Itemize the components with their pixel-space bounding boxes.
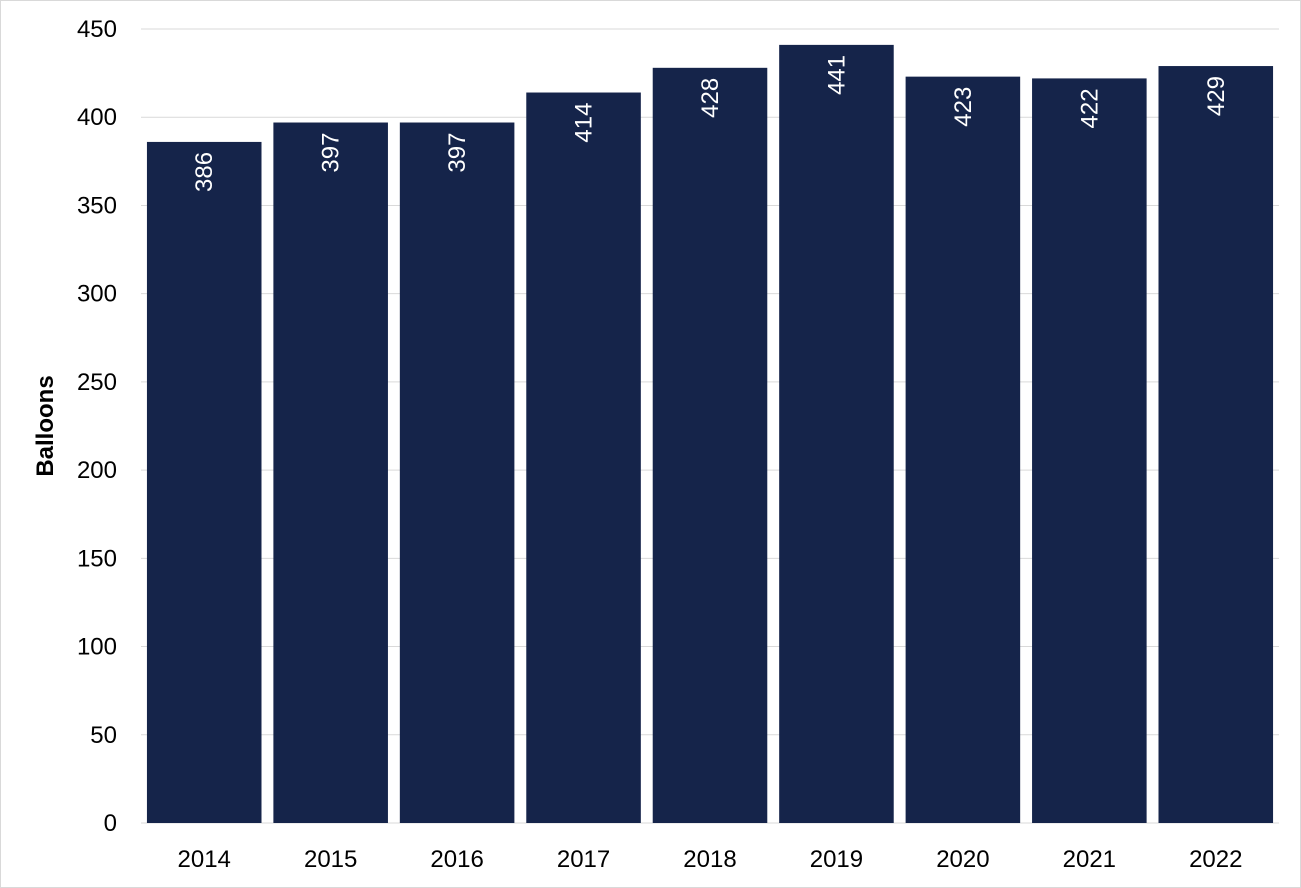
bar-2014 <box>146 141 262 823</box>
data-label-2017: 414 <box>571 103 598 143</box>
x-tick-label: 2022 <box>1189 846 1242 873</box>
y-axis-title: Balloons <box>32 375 59 476</box>
bar-2021 <box>1032 78 1147 824</box>
x-tick-label: 2018 <box>683 846 736 873</box>
data-label-2021: 422 <box>1076 88 1103 128</box>
bar-2020 <box>905 76 1021 823</box>
y-tick-label: 0 <box>104 810 117 837</box>
data-label-2022: 429 <box>1203 76 1230 116</box>
data-label-2015: 397 <box>318 133 345 173</box>
data-label-2016: 397 <box>444 133 471 173</box>
data-label-2014: 386 <box>191 152 218 192</box>
x-tick-label: 2014 <box>178 846 231 873</box>
y-axis-tick-labels: 0 50 100 150 200 250 300 350 400 450 <box>77 16 117 837</box>
y-tick-label: 100 <box>77 634 117 661</box>
y-tick-label: 200 <box>77 457 117 484</box>
bar-data-labels: 386 397 397 414 428 441 423 422 429 <box>191 55 1230 192</box>
x-tick-label: 2017 <box>557 846 610 873</box>
y-tick-label: 250 <box>77 369 117 396</box>
y-tick-label: 400 <box>77 104 117 131</box>
x-tick-label: 2021 <box>1063 846 1116 873</box>
data-label-2019: 441 <box>823 55 850 95</box>
data-label-2018: 428 <box>697 78 724 118</box>
x-tick-label: 2015 <box>304 846 357 873</box>
y-tick-label: 50 <box>90 722 117 749</box>
bar-2017 <box>526 92 641 823</box>
x-tick-label: 2020 <box>936 846 989 873</box>
bar-2016 <box>399 122 515 823</box>
y-tick-label: 300 <box>77 281 117 308</box>
y-tick-label: 350 <box>77 192 117 219</box>
x-axis-tick-labels: 2014 2015 2016 2017 2018 2019 2020 2021 2022 <box>178 846 1243 873</box>
bar-2019 <box>779 44 894 823</box>
bar-2018 <box>652 67 768 824</box>
bars <box>146 44 1274 824</box>
y-tick-label: 450 <box>77 16 117 43</box>
y-tick-label: 150 <box>77 545 117 572</box>
x-tick-label: 2016 <box>430 846 483 873</box>
bar-2015 <box>273 122 388 823</box>
data-label-2020: 423 <box>950 87 977 127</box>
x-tick-label: 2019 <box>810 846 863 873</box>
bar-2022 <box>1158 66 1274 823</box>
